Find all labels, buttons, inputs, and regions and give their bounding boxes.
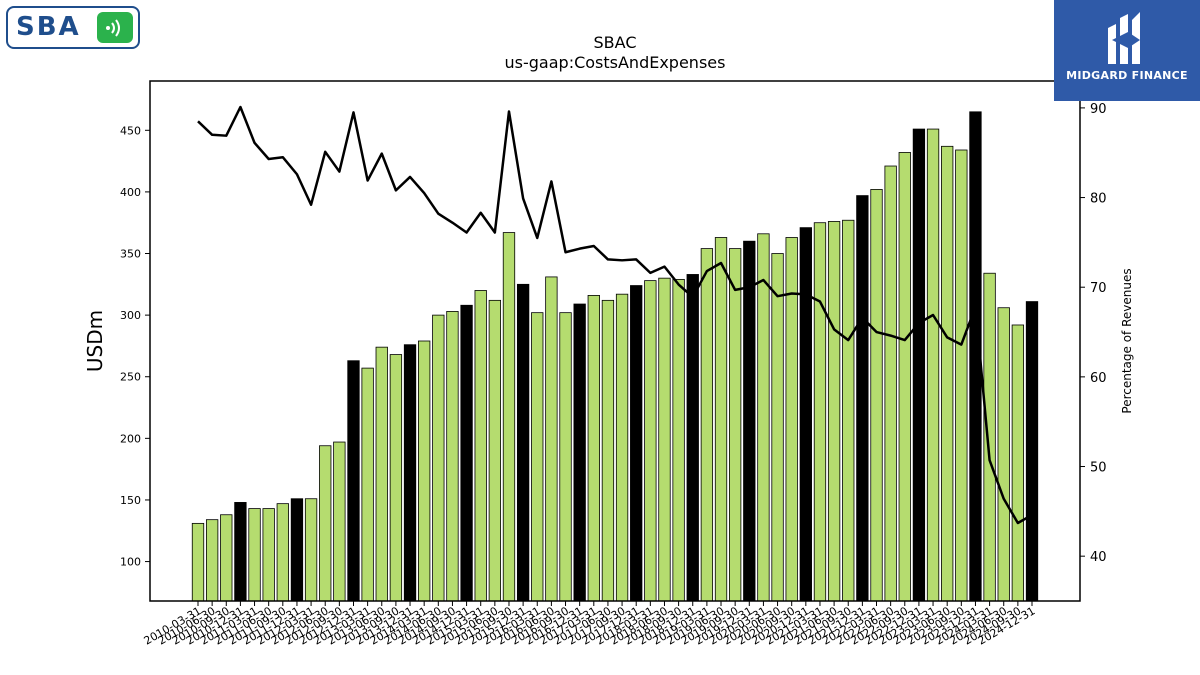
y2-tick-label: 60 (1090, 371, 1107, 386)
bar-2017-03-31 (587, 295, 600, 602)
bar-2020-09-30 (785, 237, 798, 602)
bar-2015-03-31 (474, 290, 487, 602)
bar-2016-09-30 (559, 312, 572, 602)
bar-2022-06-30 (884, 165, 897, 602)
bar-2017-06-30 (601, 299, 615, 602)
company-logo: SBA (6, 6, 140, 49)
midgard-icon (1108, 12, 1140, 64)
y2-axis-label: Percentage of Revenues (1120, 268, 1134, 413)
plot-frame (149, 80, 1081, 602)
bar-2023-03-31 (926, 128, 940, 602)
bar-2012-09-30 (333, 441, 346, 602)
y2-tick-label: 80 (1090, 192, 1107, 207)
y-axis-left: 100 150 200 250 300 350 400 450 (120, 124, 150, 569)
signal-icon (97, 12, 133, 43)
bar-2013-03-31 (361, 367, 374, 602)
bar-2010-09-30 (220, 514, 233, 602)
bar-2012-03-31 (304, 498, 318, 602)
bar-2012-06-30 (319, 445, 332, 602)
y-tick-label: 250 (120, 371, 141, 384)
chart-subtitle: us-gaap:CostsAndExpenses (505, 53, 726, 72)
bar-2019-06-30 (714, 237, 728, 602)
bar-2018-12-31 (686, 274, 699, 602)
bar-2019-03-31 (700, 248, 714, 602)
pct-of-revenues-line (197, 105, 1033, 525)
bar-2020-12-31 (799, 227, 812, 602)
bar-2020-06-30 (771, 253, 784, 602)
bar-2018-06-30 (658, 277, 671, 602)
bar-2011-12-31 (290, 498, 304, 602)
bar-2019-09-30 (729, 248, 742, 602)
bar-2022-09-30 (898, 152, 911, 602)
y2-tick-label: 50 (1090, 461, 1107, 476)
bar-2016-06-30 (545, 276, 558, 602)
bar-2019-12-31 (743, 240, 756, 602)
bar-2016-03-31 (531, 312, 544, 602)
chart-title: SBAC (594, 33, 637, 52)
bar-2014-06-30 (432, 314, 445, 602)
bar-2023-06-30 (941, 145, 954, 602)
bar-2022-12-31 (912, 128, 926, 602)
bar-2013-12-31 (403, 344, 417, 602)
bar-2017-12-31 (630, 285, 643, 602)
y-tick-label: 400 (120, 186, 141, 199)
bar-2024-03-31 (983, 272, 996, 602)
x-axis: 2010-03-312010-06-302010-09-302010-12-31… (142, 601, 1038, 648)
bar-2013-06-30 (375, 346, 388, 602)
publisher-name: MIDGARD FINANCE (1066, 69, 1188, 82)
bar-2010-03-31 (191, 522, 205, 602)
publisher-logo: MIDGARD FINANCE (1054, 0, 1200, 101)
y-tick-label: 300 (120, 309, 141, 322)
bar-2017-09-30 (615, 293, 629, 602)
bar-2013-09-30 (389, 354, 403, 602)
bar-series (191, 111, 1039, 602)
bar-2015-09-30 (502, 232, 516, 602)
bar-2016-12-31 (573, 303, 586, 602)
bar-2010-12-31 (234, 502, 247, 602)
bar-2018-09-30 (672, 278, 685, 602)
y2-tick-label: 40 (1090, 550, 1107, 565)
bar-2023-09-30 (955, 149, 968, 602)
bar-2021-06-30 (827, 221, 841, 602)
y2-tick-label: 90 (1090, 102, 1107, 117)
y-axis-right: 40 50 60 70 80 90 (1080, 102, 1107, 565)
bar-2011-06-30 (262, 508, 275, 602)
bar-2024-06-30 (997, 307, 1010, 602)
bar-2012-12-31 (347, 360, 360, 602)
bar-2014-09-30 (446, 311, 459, 602)
bar-2011-09-30 (276, 503, 289, 602)
company-logo-text: SBA (16, 12, 81, 42)
y2-tick-label: 70 (1090, 281, 1107, 296)
y-tick-label: 350 (120, 248, 141, 261)
y-tick-label: 100 (120, 556, 141, 569)
bar-2014-03-31 (418, 340, 431, 602)
bar-2024-09-30 (1011, 324, 1025, 602)
y-tick-label: 150 (120, 494, 141, 507)
bar-2014-12-31 (460, 304, 473, 602)
y-tick-label: 450 (120, 124, 141, 137)
bar-2015-12-31 (516, 283, 530, 602)
y-axis-label: USDm (83, 310, 107, 372)
pct-series (197, 105, 1033, 525)
bar-2021-12-31 (856, 195, 869, 602)
bar-2015-06-30 (488, 299, 502, 602)
bar-2011-03-31 (248, 508, 261, 602)
bar-2010-06-30 (205, 519, 219, 602)
bar-2018-03-31 (644, 280, 657, 602)
bar-2024-12-31 (1025, 301, 1039, 602)
bar-2020-03-31 (757, 233, 770, 602)
bar-2022-03-31 (870, 189, 883, 602)
bar-2021-09-30 (842, 219, 855, 602)
y-tick-label: 200 (120, 432, 141, 445)
bar-2021-03-31 (813, 222, 827, 602)
